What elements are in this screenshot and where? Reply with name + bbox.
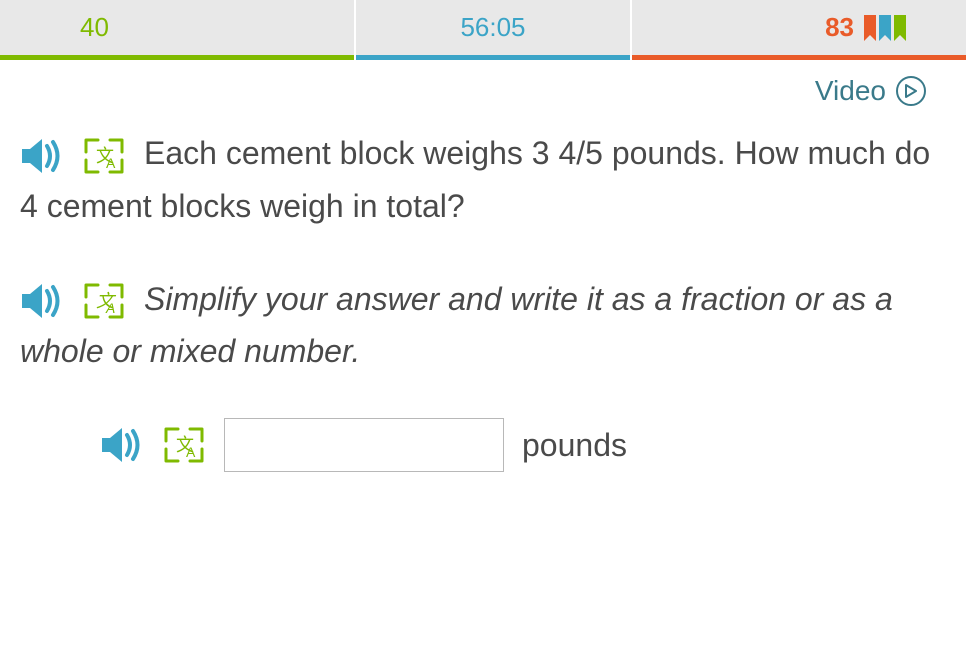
answer-unit: pounds xyxy=(522,427,627,464)
ribbon-icon xyxy=(879,15,891,41)
ribbon-icon xyxy=(894,15,906,41)
speaker-icon[interactable] xyxy=(20,137,64,175)
svg-text:A: A xyxy=(105,300,115,316)
smartscore-segment: 83 xyxy=(630,0,966,55)
question-block: 文 A Each cement block weighs 3 4/5 pound… xyxy=(20,127,946,233)
time-value: 56:05 xyxy=(460,12,525,43)
time-segment: 56:05 xyxy=(354,0,630,55)
svg-text:A: A xyxy=(106,155,116,171)
smartscore-value: 83 xyxy=(825,12,854,43)
question-area: 文 A Each cement block weighs 3 4/5 pound… xyxy=(0,107,966,472)
award-ribbons xyxy=(864,15,906,41)
speaker-icon[interactable] xyxy=(100,426,144,464)
play-icon xyxy=(896,76,926,106)
answer-row: 文 A pounds xyxy=(20,418,946,472)
video-label: Video xyxy=(815,75,886,107)
ribbon-icon xyxy=(864,15,876,41)
svg-text:A: A xyxy=(186,444,196,460)
speaker-icon[interactable] xyxy=(20,282,64,320)
score-value: 40 xyxy=(80,12,109,43)
hint-text: Simplify your answer and write it as a f… xyxy=(20,281,893,370)
hint-block: 文 A Simplify your answer and write it as… xyxy=(20,273,946,379)
translate-icon[interactable]: 文 A xyxy=(82,281,126,321)
score-segment: 40 xyxy=(0,0,354,55)
answer-input[interactable] xyxy=(224,418,504,472)
translate-icon[interactable]: 文 A xyxy=(162,425,206,465)
translate-icon[interactable]: 文 A xyxy=(82,136,126,176)
question-text: Each cement block weighs 3 4/5 pounds. H… xyxy=(20,135,930,224)
video-link[interactable]: Video xyxy=(0,55,966,107)
stats-bar: 40 56:05 83 xyxy=(0,0,966,55)
